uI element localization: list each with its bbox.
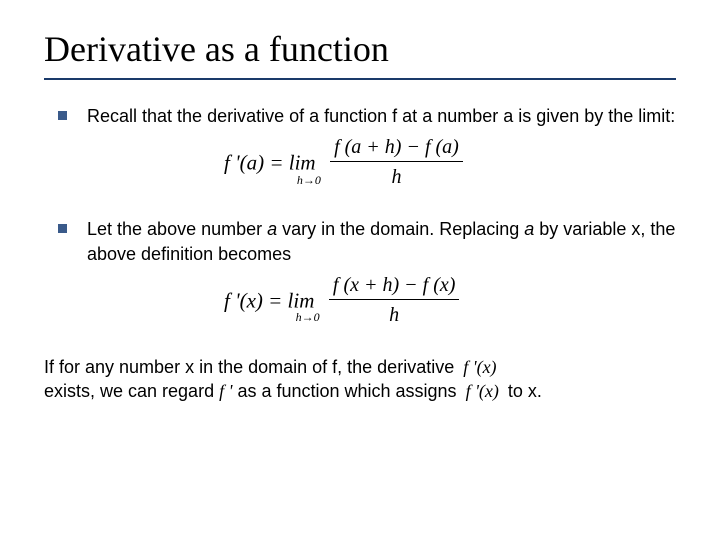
slide-content: Recall that the derivative of a function… — [44, 104, 676, 403]
formula-1: f '(a) = lim h→0 f (a + h) − f (a) h — [44, 136, 676, 193]
slide-title: Derivative as a function — [44, 28, 676, 70]
inline-math: f ' — [219, 381, 232, 401]
bullet-text: Recall that the derivative of a function… — [87, 104, 676, 128]
bullet-item: Let the above number a vary in the domai… — [44, 217, 676, 266]
bullet-item: Recall that the derivative of a function… — [44, 104, 676, 128]
inline-math: f '(x) — [466, 381, 499, 401]
fraction-denominator: h — [330, 162, 463, 191]
title-divider — [44, 78, 676, 80]
formula-lhs: f '(x) — [224, 288, 263, 312]
text-part: as a function which assigns — [232, 381, 461, 401]
text-part: vary in the domain. Replacing — [277, 219, 524, 239]
bullet-text: Let the above number a vary in the domai… — [87, 217, 676, 266]
formula-limit-sub: h→0 — [296, 309, 320, 325]
slide: Derivative as a function Recall that the… — [0, 0, 720, 540]
text-part: to x. — [503, 381, 542, 401]
square-bullet-icon — [58, 111, 67, 120]
fraction-denominator: h — [329, 300, 460, 329]
text-part-ital: a — [267, 219, 277, 239]
text-part-ital: a — [524, 219, 534, 239]
fraction-numerator: f (a + h) − f (a) — [330, 134, 463, 162]
fraction-numerator: f (x + h) − f (x) — [329, 272, 460, 300]
text-part: If for any number x in the domain of f, … — [44, 357, 459, 377]
closing-paragraph: If for any number x in the domain of f, … — [44, 355, 676, 404]
formula-2: f '(x) = lim h→0 f (x + h) − f (x) h — [44, 274, 676, 331]
formula-fraction: f (a + h) − f (a) h — [330, 134, 463, 191]
inline-math: f '(x) — [463, 357, 496, 377]
text-part: exists, we can regard — [44, 381, 219, 401]
formula-lhs: f '(a) — [224, 151, 264, 175]
square-bullet-icon — [58, 224, 67, 233]
text-part: Let the above number — [87, 219, 267, 239]
formula-fraction: f (x + h) − f (x) h — [329, 272, 460, 329]
formula-limit-sub: h→0 — [297, 172, 321, 188]
